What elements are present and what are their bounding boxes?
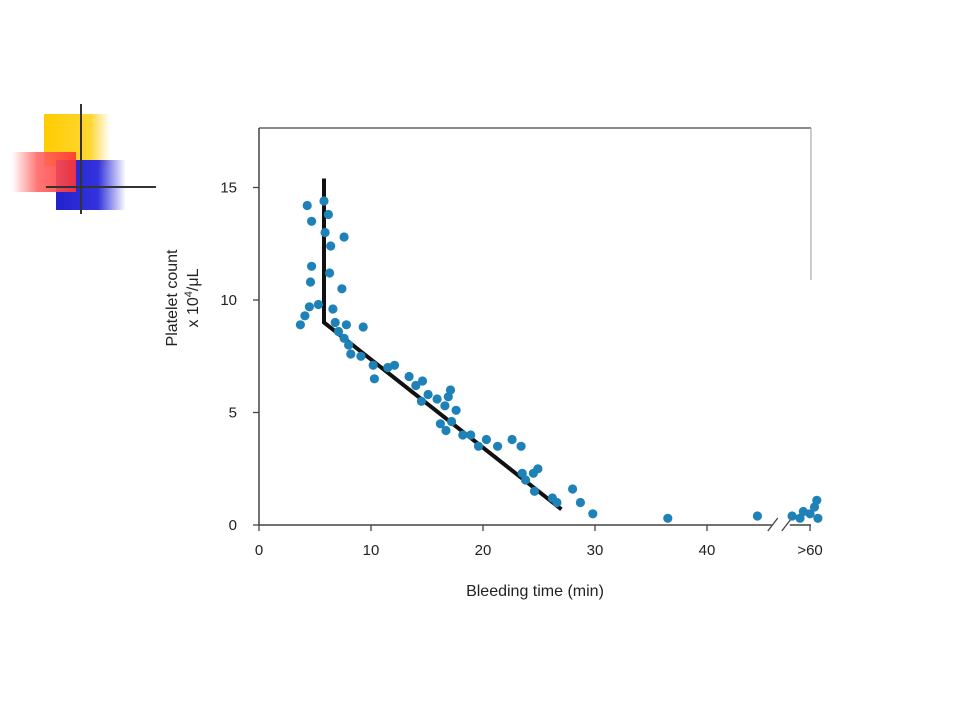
y-axis-title-line1: Platelet count — [164, 249, 181, 347]
data-point — [339, 232, 349, 242]
trend-line-group — [322, 178, 563, 511]
data-point — [552, 497, 562, 508]
data-point — [416, 396, 426, 406]
data-point — [404, 371, 414, 382]
data-point — [795, 513, 805, 523]
x-tick-label: 40 — [699, 542, 716, 559]
axis-break-mark — [781, 517, 793, 532]
y-axis-title-line2: x 104/μL — [183, 268, 202, 327]
chart-axes — [253, 127, 812, 532]
x-tick-label: 30 — [587, 542, 604, 559]
x-tick-label: 0 — [255, 542, 263, 559]
data-point — [568, 484, 578, 494]
data-point — [812, 495, 822, 505]
x-tick-label: >60 — [797, 542, 822, 559]
data-point — [473, 441, 484, 451]
data-point — [368, 360, 378, 370]
y-axis-title-prefix: x 10 — [185, 297, 202, 327]
data-point — [411, 380, 421, 391]
trend-line — [322, 178, 563, 511]
data-point — [533, 464, 543, 474]
y-tick-label: 5 — [229, 405, 237, 422]
data-point — [516, 441, 526, 451]
data-point — [440, 401, 450, 411]
y-tick-label: 15 — [220, 180, 237, 197]
data-points — [295, 196, 823, 523]
data-point — [346, 349, 356, 359]
data-point — [341, 320, 351, 330]
data-point — [295, 320, 305, 330]
data-point — [441, 425, 451, 436]
y-tick-label: 0 — [229, 517, 237, 534]
data-point — [451, 405, 461, 415]
data-point — [326, 241, 336, 251]
data-point — [521, 475, 531, 485]
data-point — [328, 304, 338, 314]
data-point — [813, 513, 823, 523]
data-point — [787, 511, 797, 521]
data-point — [313, 299, 323, 310]
slide-decoration — [0, 0, 160, 220]
data-point — [752, 511, 763, 521]
x-axis-title: Bleeding time (min) — [466, 583, 604, 600]
data-point — [588, 509, 598, 519]
data-point — [356, 351, 366, 361]
data-point — [325, 268, 335, 278]
data-point — [435, 419, 445, 429]
data-point — [319, 196, 329, 206]
data-point — [493, 441, 503, 451]
data-point — [458, 430, 468, 440]
data-point — [663, 513, 673, 523]
data-point — [369, 374, 379, 384]
axis-break-mark — [767, 517, 779, 532]
data-point — [481, 434, 491, 445]
data-point — [529, 486, 540, 496]
data-point — [304, 302, 314, 312]
deco-horizontal-line — [46, 186, 156, 188]
data-point — [337, 284, 347, 294]
y-axis-title-suffix: /μL — [185, 268, 202, 291]
data-point — [358, 322, 368, 332]
data-point — [333, 326, 344, 337]
data-point — [339, 333, 349, 343]
data-point — [302, 200, 312, 211]
data-point — [305, 277, 316, 287]
data-point — [320, 227, 330, 238]
tick-labels: 0 10 20 30 40 >60 0 5 10 15 — [220, 180, 822, 560]
data-point — [445, 385, 456, 395]
y-axis-title-superscript: 4 — [183, 291, 195, 297]
data-point — [417, 376, 428, 386]
data-point — [344, 340, 354, 350]
data-point — [423, 389, 433, 400]
data-point — [389, 360, 400, 370]
data-point — [466, 430, 476, 440]
data-point — [507, 434, 517, 445]
deco-red-square — [12, 152, 76, 192]
data-point — [330, 317, 340, 328]
data-point — [300, 311, 310, 321]
deco-vertical-line — [80, 104, 82, 214]
data-point — [805, 509, 815, 519]
data-point — [307, 216, 317, 226]
x-tick-label: 20 — [475, 542, 492, 559]
data-point — [432, 394, 442, 404]
x-tick-label: 10 — [363, 542, 380, 559]
y-tick-label: 10 — [220, 292, 237, 309]
data-point — [447, 416, 457, 427]
data-point — [575, 497, 586, 508]
data-point — [307, 261, 317, 271]
data-point — [323, 209, 333, 220]
